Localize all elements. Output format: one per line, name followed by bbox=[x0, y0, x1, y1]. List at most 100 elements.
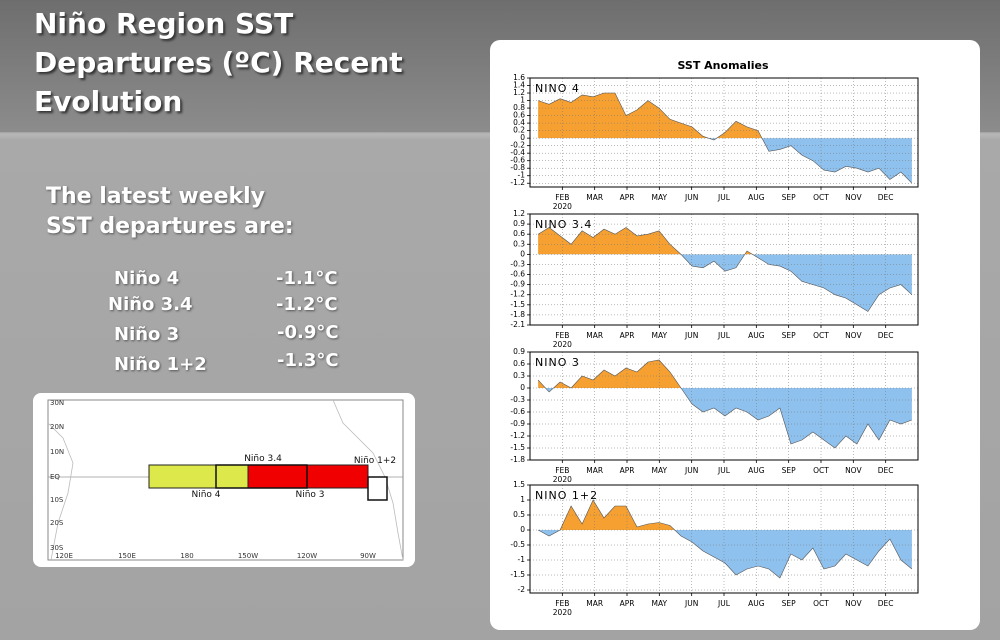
area-positive bbox=[538, 227, 753, 255]
y-tick-label: -1.5 bbox=[510, 570, 525, 579]
x-tick-label: MAY bbox=[652, 466, 668, 475]
x-tick-label: FEB bbox=[555, 599, 569, 608]
lon-label: 150E bbox=[118, 552, 136, 560]
x-tick-label: NOV bbox=[845, 331, 862, 340]
y-tick-label: 0.3 bbox=[513, 239, 525, 248]
row-value: -1.2°C bbox=[276, 294, 338, 315]
x-tick-label: JUN bbox=[684, 331, 698, 340]
x-tick-label: DEC bbox=[878, 599, 894, 608]
y-tick-label: -1.5 bbox=[510, 443, 525, 452]
area-negative bbox=[538, 254, 912, 312]
lon-label: 90W bbox=[360, 552, 376, 560]
area-negative bbox=[538, 530, 912, 578]
x-tick-label: JUN bbox=[684, 599, 698, 608]
y-tick-label: 0.6 bbox=[513, 359, 525, 368]
y-tick-label: 0.3 bbox=[513, 371, 525, 380]
region-label: Niño 3.4 bbox=[244, 454, 282, 464]
data-line bbox=[537, 227, 913, 312]
x-tick-label: NOV bbox=[845, 193, 862, 202]
x-tick-label: JUL bbox=[717, 466, 731, 475]
y-tick-label: 1 bbox=[520, 96, 525, 105]
panel-label: NINO 4 bbox=[535, 82, 580, 95]
x-tick-label: MAR bbox=[586, 331, 603, 340]
x-tick-label: SEP bbox=[782, 599, 796, 608]
area-positive bbox=[538, 93, 912, 139]
panel-label: NINO 3 bbox=[535, 356, 580, 369]
area-negative bbox=[708, 138, 912, 184]
x-tick-label: OCT bbox=[813, 193, 829, 202]
area-positive bbox=[538, 500, 912, 530]
data-line bbox=[537, 499, 913, 579]
x-tick-label: SEP bbox=[782, 193, 796, 202]
y-tick-label: 1.2 bbox=[513, 88, 525, 97]
nino3-box bbox=[247, 464, 369, 489]
lat-label: 30S bbox=[50, 544, 64, 552]
y-tick-label: -2.1 bbox=[510, 320, 525, 329]
y-tick-label: -1 bbox=[518, 555, 526, 564]
y-tick-label: 1.5 bbox=[513, 480, 525, 489]
y-tick-label: 0.8 bbox=[513, 103, 525, 112]
coastline bbox=[332, 399, 404, 561]
x-tick-label: FEB bbox=[555, 466, 569, 475]
lat-label: 30N bbox=[50, 399, 64, 407]
chart-card: SST Anomalies 1.6 1.4 1.2 1 0.8 0.6 0.4 0.2 0 -0.… bbox=[490, 40, 980, 630]
x-tick-label: AUG bbox=[748, 599, 765, 608]
x-tick-label: JUL bbox=[717, 193, 731, 202]
x-tick-label: MAR bbox=[586, 599, 603, 608]
x-tick-label: DEC bbox=[878, 466, 894, 475]
y-tick-label: 0.6 bbox=[513, 229, 525, 238]
y-tick-label: 0.4 bbox=[513, 118, 525, 127]
y-tick-label: 0.6 bbox=[513, 111, 525, 120]
x-tick-label: MAY bbox=[652, 331, 668, 340]
coastline bbox=[47, 422, 74, 561]
nino12-box bbox=[367, 476, 388, 501]
y-tick-label: -0.6 bbox=[510, 270, 525, 279]
x-tick-label: APR bbox=[620, 599, 635, 608]
lat-label: 20S bbox=[50, 519, 64, 527]
y-tick-label: 0 bbox=[520, 383, 525, 392]
y-tick-label: -0.9 bbox=[510, 419, 525, 428]
y-tick-label: -0.3 bbox=[510, 259, 525, 268]
region-label: Niño 3 bbox=[295, 490, 324, 500]
x-tick-label: SEP bbox=[782, 331, 796, 340]
x-tick-label: SEP bbox=[782, 466, 796, 475]
x-tick-label: JUL bbox=[717, 331, 731, 340]
lat-label: 10S bbox=[50, 496, 64, 504]
x-tick-label: MAR bbox=[586, 466, 603, 475]
lon-label: 180 bbox=[180, 552, 193, 560]
y-tick-label: -0.6 bbox=[510, 156, 525, 165]
panel-label: NINO 3.4 bbox=[535, 218, 592, 231]
data-line bbox=[538, 92, 913, 184]
x-tick-label: APR bbox=[620, 466, 635, 475]
area-positive bbox=[538, 360, 912, 388]
x-sublabel: 2020 bbox=[553, 475, 572, 484]
y-tick-label: 1.2 bbox=[513, 209, 525, 218]
y-tick-label: -0.4 bbox=[510, 148, 525, 157]
x-tick-label: JUN bbox=[684, 466, 698, 475]
y-tick-label: 0.9 bbox=[513, 347, 525, 356]
x-tick-label: APR bbox=[620, 331, 635, 340]
y-tick-label: -1.5 bbox=[510, 300, 525, 309]
chart: SST Anomalies 1.61.41.210.80.60.40.20-0.… bbox=[510, 59, 919, 617]
lat-label: 20N bbox=[50, 423, 64, 431]
x-tick-label: DEC bbox=[878, 331, 894, 340]
chart-title: SST Anomalies bbox=[677, 59, 768, 72]
panel-label: NINO 1+2 bbox=[535, 489, 598, 502]
region-label: Niño 1+2 bbox=[354, 456, 396, 466]
row-name: Niño 1+2 bbox=[114, 354, 207, 375]
row-value: -1.1°C bbox=[276, 268, 338, 289]
x-tick-label: DEC bbox=[878, 193, 894, 202]
x-tick-label: AUG bbox=[748, 331, 765, 340]
y-tick-label: 0.5 bbox=[513, 510, 525, 519]
y-tick-label: -0.6 bbox=[510, 407, 525, 416]
map-card: 30N 20N 10N EQ 10S 20S 30S 120E 150E 180 150W 120W 9… bbox=[33, 393, 415, 567]
x-tick-label: FEB bbox=[555, 331, 569, 340]
y-tick-label: 0.9 bbox=[513, 219, 525, 228]
x-sublabel: 2020 bbox=[553, 340, 572, 349]
x-tick-label: MAR bbox=[586, 193, 603, 202]
lat-label: EQ bbox=[50, 473, 60, 481]
slide-title: Niño Region SST Departures (ºC) Recent E… bbox=[34, 7, 403, 118]
x-tick-label: JUL bbox=[717, 599, 731, 608]
y-tick-label: 0 bbox=[520, 525, 525, 534]
